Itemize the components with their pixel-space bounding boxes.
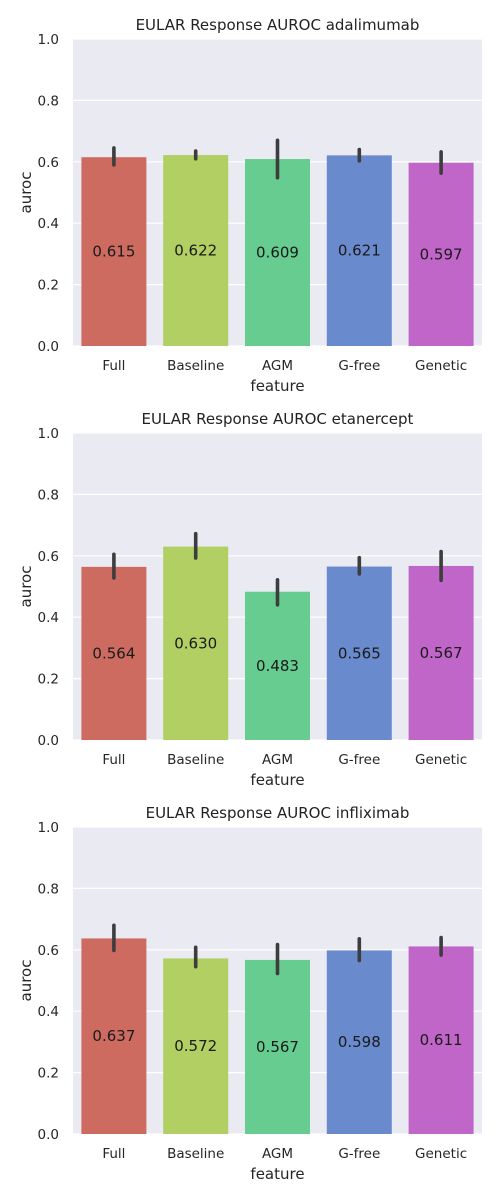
y-tick-label: 0.8 xyxy=(38,487,59,503)
data-label: 0.615 xyxy=(92,243,135,261)
bar-genetic xyxy=(408,565,474,740)
data-label: 0.483 xyxy=(256,657,299,675)
chart-panel-3: 0.0 0.2 0.4 0.6 0.8 1.0 0.637 Full 0.572 Baseline… xyxy=(17,804,482,1183)
bar-full xyxy=(81,566,147,740)
y-tick-label: 1.0 xyxy=(38,426,59,442)
y-tick-label: 0.4 xyxy=(38,610,59,626)
bar-g-free xyxy=(326,566,392,740)
data-label: 0.567 xyxy=(420,644,463,662)
x-tick-label: AGM xyxy=(262,752,293,768)
y-tick-label: 0.8 xyxy=(38,881,59,897)
x-tick-label: Baseline xyxy=(167,752,224,768)
bar-g-free xyxy=(326,155,392,346)
x-axis-label: feature xyxy=(250,1165,304,1183)
data-label: 0.564 xyxy=(92,644,135,662)
data-label: 0.597 xyxy=(420,245,463,263)
data-label: 0.598 xyxy=(338,1033,381,1051)
bar-genetic xyxy=(408,162,474,346)
bar-agm xyxy=(245,159,310,346)
y-tick-label: 0.6 xyxy=(38,943,59,959)
y-tick-label: 0.6 xyxy=(38,155,59,171)
x-tick-label: AGM xyxy=(262,1146,293,1162)
chart-title: EULAR Response AUROC infliximab xyxy=(146,804,410,822)
x-axis-label: feature xyxy=(250,771,304,789)
chart-panel-2: 0.0 0.2 0.4 0.6 0.8 1.0 0.564 Full 0.630 Baseline… xyxy=(17,410,482,789)
x-tick-label: Full xyxy=(102,752,125,768)
chart-title: EULAR Response AUROC adalimumab xyxy=(136,16,420,34)
y-tick-label: 1.0 xyxy=(38,32,59,48)
data-label: 0.567 xyxy=(256,1038,299,1056)
chart-panel-1: 0.0 0.2 0.4 0.6 0.8 1.0 0.615 Full 0.622 Baseline… xyxy=(17,16,482,395)
data-label: 0.630 xyxy=(174,634,217,652)
bar-genetic xyxy=(408,946,474,1134)
x-tick-label: Full xyxy=(102,358,125,374)
bar-baseline xyxy=(163,155,229,346)
y-axis-label: auroc xyxy=(17,960,35,1002)
y-axis-label: auroc xyxy=(17,172,35,214)
bar-full xyxy=(81,938,147,1134)
bar-baseline xyxy=(163,958,229,1134)
x-tick-label: G-free xyxy=(338,1146,380,1162)
y-tick-label: 0.2 xyxy=(38,278,59,294)
x-tick-label: Genetic xyxy=(415,1146,467,1162)
x-tick-label: Genetic xyxy=(415,752,467,768)
y-tick-label: 0.4 xyxy=(38,1004,59,1020)
bar-agm xyxy=(245,959,310,1134)
data-label: 0.572 xyxy=(174,1037,217,1055)
bar-agm xyxy=(245,591,310,740)
y-tick-label: 0.0 xyxy=(38,733,59,749)
y-tick-label: 0.2 xyxy=(38,672,59,688)
data-label: 0.565 xyxy=(338,644,381,662)
bar-g-free xyxy=(326,950,392,1134)
x-tick-label: G-free xyxy=(338,358,380,374)
chart-title: EULAR Response AUROC etanercept xyxy=(142,410,414,428)
bar-baseline xyxy=(163,546,229,740)
y-tick-label: 0.0 xyxy=(38,1127,59,1143)
x-tick-label: Baseline xyxy=(167,1146,224,1162)
x-tick-label: Full xyxy=(102,1146,125,1162)
data-label: 0.611 xyxy=(420,1031,463,1049)
x-tick-label: Baseline xyxy=(167,358,224,374)
data-label: 0.622 xyxy=(174,242,217,260)
y-tick-label: 0.4 xyxy=(38,216,59,232)
y-tick-label: 0.0 xyxy=(38,339,59,355)
bar-full xyxy=(81,157,147,346)
y-axis-label: auroc xyxy=(17,566,35,608)
y-tick-label: 1.0 xyxy=(38,820,59,836)
y-tick-label: 0.8 xyxy=(38,93,59,109)
x-tick-label: Genetic xyxy=(415,358,467,374)
data-label: 0.621 xyxy=(338,242,381,260)
y-tick-label: 0.2 xyxy=(38,1066,59,1082)
x-tick-label: G-free xyxy=(338,752,380,768)
data-label: 0.637 xyxy=(92,1027,135,1045)
x-tick-label: AGM xyxy=(262,358,293,374)
data-label: 0.609 xyxy=(256,244,299,262)
x-axis-label: feature xyxy=(250,377,304,395)
y-tick-label: 0.6 xyxy=(38,549,59,565)
